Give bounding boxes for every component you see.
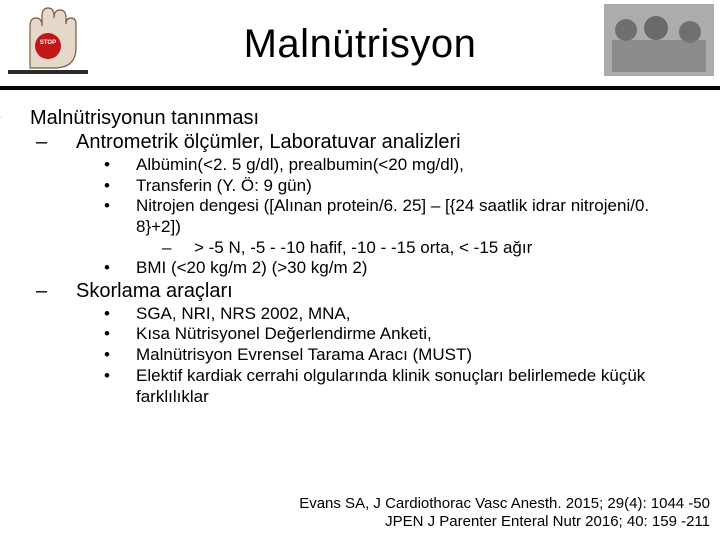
text: SGA, NRI, NRS 2002, MNA, <box>136 304 350 323</box>
bullet-l3: Malnütrisyon Evrensel Tarama Aracı (MUST… <box>120 345 696 366</box>
reference-line: JPEN J Parenter Enteral Nutr 2016; 40: 1… <box>299 513 710 532</box>
text: Malnütrisyon Evrensel Tarama Aracı (MUST… <box>136 345 472 364</box>
text: Albümin(<2. 5 g/dl), prealbumin(<20 mg/d… <box>136 155 464 174</box>
text: Malnütrisyonun tanınması <box>30 107 259 129</box>
text: Nitrojen dengesi ([Alınan protein/6. 25]… <box>136 196 649 236</box>
text: Antrometrik ölçümler, Laboratuvar analiz… <box>76 131 461 153</box>
slide: STOP Malnütrisyon Malnütrisyonun tanınma… <box>0 0 720 540</box>
text: Kısa Nütrisyonel Değerlendirme Anketi, <box>136 324 432 343</box>
text: BMI (<20 kg/m 2) (>30 kg/m 2) <box>136 258 367 277</box>
text: Skorlama araçları <box>76 280 233 302</box>
bullet-l3: Nitrojen dengesi ([Alınan protein/6. 25]… <box>120 196 696 258</box>
bullet-l3: Kısa Nütrisyonel Değerlendirme Anketi, <box>120 324 696 345</box>
bullet-l2: Skorlama araçları SGA, NRI, NRS 2002, MN… <box>56 279 696 407</box>
bullet-l3: Transferin (Y. Ö: 9 gün) <box>120 176 696 197</box>
header: STOP Malnütrisyon <box>0 0 720 88</box>
bullet-l1: Malnütrisyonun tanınması Antrometrik ölç… <box>30 106 696 407</box>
bullet-l3: SGA, NRI, NRS 2002, MNA, <box>120 304 696 325</box>
svg-text:STOP: STOP <box>40 40 56 46</box>
bullet-l2: Antrometrik ölçümler, Laboratuvar analiz… <box>56 130 696 279</box>
stop-hand-logo-icon: STOP <box>6 4 90 76</box>
text: Elektif kardiak cerrahi olgularında klin… <box>136 366 645 406</box>
bullet-l4: > -5 N, -5 - -10 hafif, -10 - -15 orta, … <box>178 238 696 259</box>
bullet-l3: Elektif kardiak cerrahi olgularında klin… <box>120 366 696 407</box>
children-photo-icon <box>604 4 714 76</box>
reference-line: Evans SA, J Cardiothorac Vasc Anesth. 20… <box>299 495 710 514</box>
title-underline <box>0 86 720 90</box>
text: Transferin (Y. Ö: 9 gün) <box>136 176 312 195</box>
content: Malnütrisyonun tanınması Antrometrik ölç… <box>0 88 720 407</box>
references: Evans SA, J Cardiothorac Vasc Anesth. 20… <box>299 495 710 533</box>
bullet-l3: BMI (<20 kg/m 2) (>30 kg/m 2) <box>120 258 696 279</box>
text: > -5 N, -5 - -10 hafif, -10 - -15 orta, … <box>194 238 532 257</box>
bullet-l3: Albümin(<2. 5 g/dl), prealbumin(<20 mg/d… <box>120 155 696 176</box>
